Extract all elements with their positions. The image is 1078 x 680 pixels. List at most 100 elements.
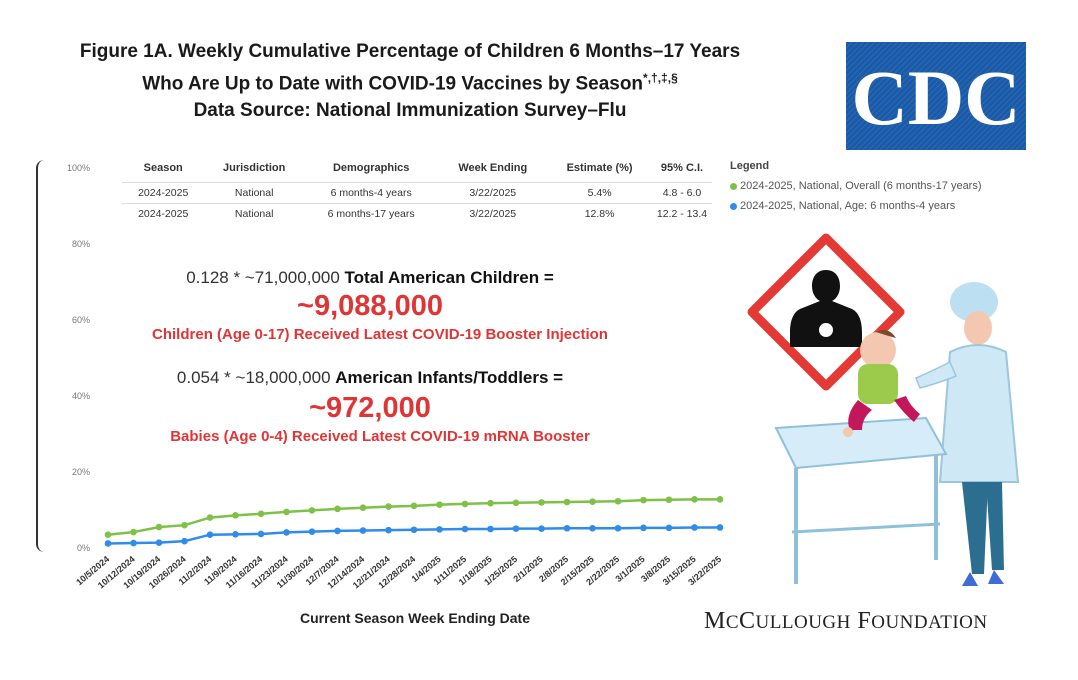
data-point[interactable] [206, 514, 214, 521]
table-cell: National [234, 187, 274, 199]
data-point[interactable] [308, 507, 316, 514]
table-cell: 2024-2025 [138, 208, 189, 220]
table-cell: 6 months-4 years [330, 187, 412, 199]
calc-infants-prefix: 0.054 * ~18,000,000 [176, 368, 331, 387]
table-cell: 3/22/2025 [469, 187, 517, 199]
data-point[interactable] [232, 531, 239, 538]
vaccination-illustration [747, 233, 1020, 586]
table-cell: 5.4% [587, 187, 612, 199]
calc-children-prefix: 0.128 * ~71,000,000 [186, 268, 340, 287]
table-header-cell[interactable]: 95% C.I. [660, 162, 704, 174]
data-point[interactable] [104, 540, 112, 547]
table-header-cell[interactable]: Demographics [332, 162, 410, 174]
data-point[interactable] [130, 539, 137, 547]
data-point[interactable] [130, 528, 137, 536]
data-point[interactable] [589, 524, 596, 532]
cdc-logo: CDC [846, 42, 1026, 150]
calc-infants-label: American Infants/Toddlers = [335, 368, 564, 387]
changing-table-icon [774, 416, 948, 584]
data-point[interactable] [614, 524, 622, 532]
data-point[interactable] [359, 527, 367, 534]
table-cell: 2024-2025 [138, 187, 189, 199]
y-tick-label: 60% [72, 315, 90, 325]
table-row: 2024-2025 National 6 months-17 years 3/22/2… [122, 203, 712, 225]
data-point[interactable] [436, 501, 443, 508]
table-header-cell[interactable]: Week Ending [458, 162, 528, 174]
data-point[interactable] [334, 527, 341, 535]
data-point[interactable] [563, 524, 571, 532]
title-line-1: Figure 1A. Weekly Cumulative Percentage … [79, 41, 741, 62]
footnote-marks: *,†,‡,§ [643, 71, 678, 85]
table-cell: 6 months-17 years [327, 208, 415, 220]
data-point[interactable] [257, 530, 265, 538]
data-point[interactable] [512, 499, 520, 507]
mccullough-foundation-logo: MCCULLOUGH FOUNDATION [704, 608, 1034, 635]
table-cell: National [234, 208, 274, 220]
legend-item[interactable]: 2024-2025, National, Overall (6 months-1… [730, 180, 982, 192]
data-point[interactable] [385, 503, 392, 510]
data-point[interactable] [589, 498, 596, 505]
logo-letter-f: F [857, 608, 872, 634]
data-point[interactable] [257, 510, 265, 518]
title-line-2-text: Who Are Up to Date with COVID-19 Vaccine… [142, 73, 644, 95]
table-row: 2024-2025 National 6 months-4 years 3/22/20… [122, 182, 712, 204]
data-point[interactable] [691, 524, 698, 531]
logo-rest-foundation: OUNDATION [871, 612, 988, 633]
data-point[interactable] [487, 525, 494, 533]
calc-children: 0.128 * ~71,000,000 Total American Child… [150, 268, 590, 288]
data-point[interactable] [155, 523, 163, 531]
data-point[interactable] [283, 508, 290, 516]
data-point[interactable] [181, 537, 188, 545]
data-point[interactable] [206, 531, 214, 538]
data-point[interactable] [640, 524, 647, 532]
logo-letter-m: M [704, 608, 726, 634]
chart-bracket [36, 160, 48, 552]
logo-letter-c-small: C [725, 612, 740, 633]
table-cell: 3/22/2025 [469, 208, 517, 220]
caption-children: Children (Age 0-17) Received Latest COVI… [152, 326, 608, 343]
caption-infants: Babies (Age 0-4) Received Latest COVID-1… [170, 428, 590, 445]
data-point[interactable] [334, 505, 341, 513]
data-point[interactable] [155, 539, 163, 546]
legend-label: 2024-2025, National, Age: 6 months-4 yea… [740, 200, 956, 212]
data-point[interactable] [359, 504, 367, 512]
data-point[interactable] [232, 512, 239, 519]
table-header-cell[interactable]: Jurisdiction [223, 162, 286, 174]
title-line-3: Data Source: National Immunization Surve… [193, 100, 627, 122]
data-point[interactable] [461, 500, 469, 508]
data-point[interactable] [283, 529, 290, 536]
data-point[interactable] [665, 524, 673, 532]
data-point[interactable] [410, 502, 418, 510]
data-point[interactable] [538, 499, 545, 506]
data-point[interactable] [104, 531, 112, 538]
legend: Legend 2024-2025, National, Overall (6 m… [730, 160, 982, 220]
data-point[interactable] [461, 525, 469, 533]
table-cell: 4.8 - 6.0 [662, 187, 702, 199]
legend-item[interactable]: 2024-2025, National, Age: 6 months-4 yea… [730, 200, 982, 212]
data-point[interactable] [410, 526, 418, 534]
data-point[interactable] [181, 521, 188, 529]
data-table: Season Jurisdiction Demographics Week Endin… [122, 158, 712, 224]
y-tick-label: 40% [72, 391, 90, 401]
data-point[interactable] [691, 496, 698, 503]
baby-figure-icon [843, 330, 920, 437]
data-point[interactable] [512, 525, 520, 532]
table-header-cell[interactable]: Estimate (%) [566, 162, 633, 174]
data-point[interactable] [308, 528, 316, 535]
data-point[interactable] [614, 497, 622, 505]
data-point[interactable] [716, 496, 724, 503]
data-point[interactable] [665, 496, 673, 504]
table-cell: 12.8% [584, 208, 615, 220]
data-point[interactable] [436, 526, 443, 533]
chart-title: Figure 1A. Weekly Cumulative Percentage … [40, 38, 780, 124]
data-point[interactable] [716, 524, 724, 531]
x-axis-title: Current Season Week Ending Date [299, 610, 530, 626]
data-point[interactable] [640, 496, 647, 504]
data-point[interactable] [563, 498, 571, 506]
data-point[interactable] [385, 526, 392, 534]
data-point[interactable] [538, 525, 545, 532]
y-tick-label: 80% [72, 239, 90, 249]
data-point[interactable] [487, 499, 494, 507]
table-header-cell[interactable]: Season [143, 162, 183, 174]
